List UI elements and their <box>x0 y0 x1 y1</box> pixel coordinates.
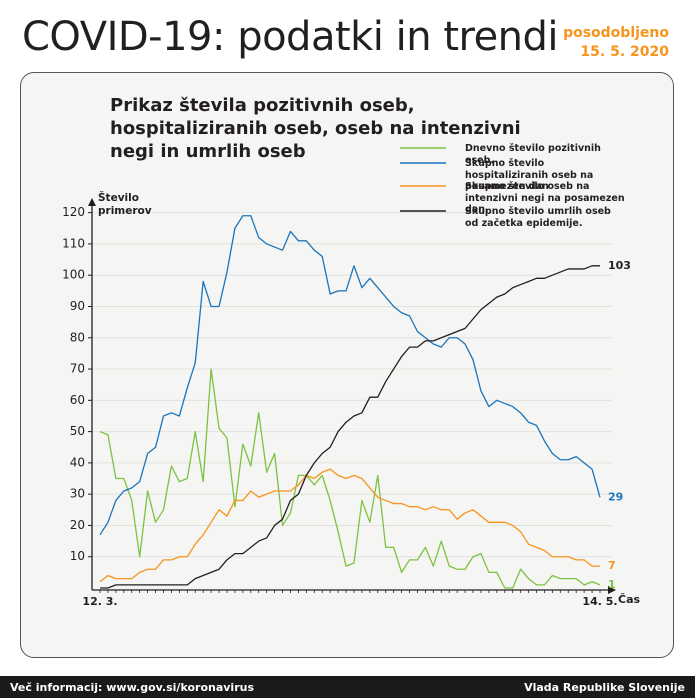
y-tick-label: 20 <box>70 518 85 532</box>
x-tick-label: 14. 5. <box>582 595 617 608</box>
end-value-label: 103 <box>608 259 631 272</box>
series-line <box>99 368 601 589</box>
y-axis-arrow <box>88 198 96 206</box>
series-line <box>99 215 601 536</box>
y-tick-label: 120 <box>62 205 85 219</box>
legend-label: Dnevno število pozitivnih oseb. <box>465 143 601 166</box>
x-axis-label: Čas <box>618 593 640 606</box>
y-tick-label: 40 <box>70 455 85 469</box>
chart-panel <box>20 72 674 658</box>
footer: Več informacij: www.gov.si/koronavirus V… <box>0 676 695 698</box>
end-value-label: 1 <box>608 578 616 591</box>
y-tick-label: 100 <box>62 268 85 282</box>
end-value-label: 7 <box>608 559 616 572</box>
y-tick-label: 50 <box>70 424 85 438</box>
series-line <box>100 265 600 589</box>
y-tick-label: 90 <box>70 299 85 313</box>
y-tick-label: 60 <box>70 393 85 407</box>
legend-label: Skupno število hospitaliziranih oseb na … <box>465 158 594 192</box>
y-tick-label: 110 <box>62 236 85 250</box>
legend-label: Skupno število umrlih oseb od začetka ep… <box>465 206 611 229</box>
update-label: posodobljeno <box>563 25 669 41</box>
y-tick-label: 70 <box>70 362 85 376</box>
update-date: 15. 5. 2020 <box>580 44 669 60</box>
end-value-label: 29 <box>608 490 623 503</box>
chart-title: Prikaz števila pozitivnih oseb, hospital… <box>110 95 521 162</box>
update-info: posodobljeno 15. 5. 2020 <box>563 24 669 62</box>
legend-label: Skupno število oseb na intenzivni negi n… <box>465 181 625 215</box>
y-tick-label: 10 <box>70 549 85 563</box>
footer-link: Več informacij: www.gov.si/koronavirus <box>10 681 255 694</box>
x-axis-arrow <box>608 586 616 594</box>
series-line <box>99 468 600 583</box>
y-axis-label: Število primerov <box>98 192 152 217</box>
y-tick-label: 80 <box>70 330 85 344</box>
page-title: COVID-19: podatki in trendi <box>22 14 559 60</box>
y-tick-label: 30 <box>70 487 85 501</box>
x-tick-label: 12. 3. <box>82 595 117 608</box>
footer-credit: Vlada Republike Slovenije <box>524 681 685 694</box>
